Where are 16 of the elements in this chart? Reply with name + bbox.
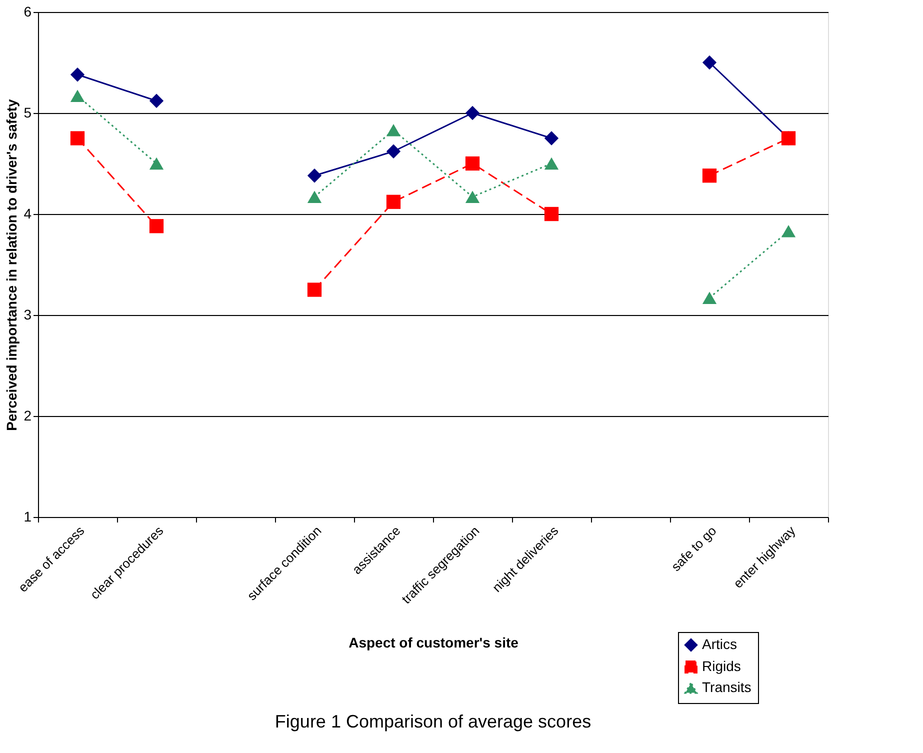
point xyxy=(702,168,717,183)
y-axis-title: Perceived importance in relation to driver's safety xyxy=(4,98,20,431)
text: Figure 1 Comparison of average scores xyxy=(274,712,592,732)
legend-label: Rigids xyxy=(702,658,741,674)
y-tick-label: 1 xyxy=(24,508,32,524)
y-tick-label: 5 xyxy=(24,104,32,120)
legend-label: Artics xyxy=(702,636,737,652)
y-tick-label: 4 xyxy=(24,206,32,222)
y-tick-label: 2 xyxy=(24,408,32,424)
point xyxy=(702,292,717,304)
legend-label: Transits xyxy=(702,679,752,695)
x-axis-title: Aspect of customer's site xyxy=(348,634,519,651)
x-tick-label: safe to go xyxy=(668,523,720,574)
y-tick-label: 6 xyxy=(24,4,32,20)
point xyxy=(781,225,796,238)
y-tick-label: 3 xyxy=(24,306,32,322)
